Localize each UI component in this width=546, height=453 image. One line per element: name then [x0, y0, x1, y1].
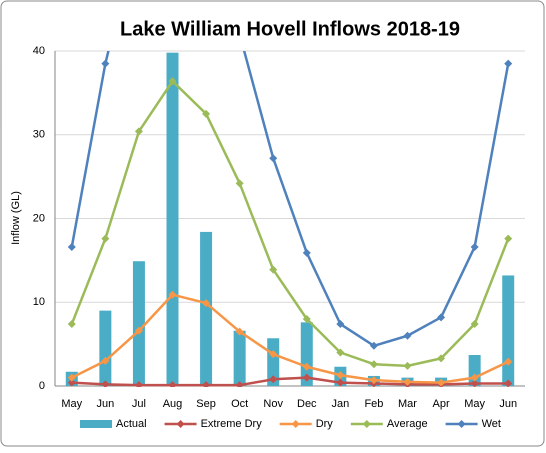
y-tick-label: 10: [33, 296, 45, 308]
marker: [235, 381, 244, 387]
marker: [302, 373, 311, 382]
marker: [504, 379, 513, 387]
marker: [302, 362, 311, 371]
marker: [336, 378, 345, 387]
x-tick-label: Jun: [499, 398, 517, 410]
marker: [101, 356, 110, 365]
marker: [235, 179, 244, 188]
marker: [269, 154, 278, 163]
x-tick-label: May: [61, 398, 82, 410]
x-tick-label: Nov: [263, 398, 283, 410]
bar: [99, 310, 112, 386]
marker: [504, 357, 513, 366]
x-tick-label: Sep: [196, 398, 216, 410]
marker: [134, 326, 143, 335]
marker: [336, 348, 345, 357]
line: [70, 79, 510, 368]
marker: [134, 127, 143, 136]
legend-label: Average: [387, 418, 428, 430]
marker: [403, 361, 412, 370]
marker: [67, 320, 76, 329]
chart-title: Lake William Hovell Inflows 2018-19: [120, 18, 460, 40]
marker: [504, 59, 513, 68]
legend-label: Dry: [316, 418, 334, 430]
marker: [369, 360, 378, 369]
x-tick-label: Dec: [297, 398, 317, 410]
marker: [67, 242, 76, 251]
legend-swatch: [291, 420, 300, 428]
y-axis-label: Inflow (GL): [10, 191, 22, 245]
plot-area: [65, 51, 515, 387]
marker: [437, 313, 446, 322]
marker: [134, 381, 143, 387]
marker: [202, 299, 211, 308]
legend-label: Wet: [482, 418, 501, 430]
x-tick-label: Mar: [398, 398, 417, 410]
legend-swatch: [362, 420, 371, 428]
marker: [470, 373, 479, 382]
x-tick-label: Apr: [433, 398, 450, 410]
bar: [300, 322, 313, 386]
marker: [403, 331, 412, 340]
marker: [369, 341, 378, 350]
marker: [67, 378, 76, 387]
bar: [502, 275, 515, 386]
marker: [302, 248, 311, 257]
bar: [132, 261, 145, 386]
marker: [101, 380, 110, 387]
bar: [200, 231, 213, 386]
legend-swatch: [80, 420, 112, 428]
y-tick-label: 20: [33, 212, 45, 224]
x-tick-label: Jun: [96, 398, 114, 410]
x-tick-label: May: [464, 398, 485, 410]
x-tick-label: Jan: [331, 398, 349, 410]
marker: [369, 376, 378, 385]
marker: [168, 290, 177, 299]
marker: [302, 315, 311, 323]
legend-label: Actual: [116, 418, 147, 430]
marker: [168, 381, 177, 387]
marker: [403, 377, 412, 386]
marker: [504, 234, 513, 243]
marker: [336, 371, 345, 380]
marker: [269, 375, 278, 384]
x-tick-label: Feb: [364, 398, 383, 410]
legend-swatch: [176, 420, 185, 428]
y-tick-label: 0: [39, 380, 45, 392]
x-tick-label: Aug: [163, 398, 183, 410]
marker: [470, 320, 479, 329]
bar: [233, 330, 246, 386]
marker: [202, 381, 211, 387]
marker: [437, 354, 446, 363]
bar: [166, 52, 179, 387]
marker: [470, 242, 479, 251]
marker: [470, 379, 479, 387]
marker: [67, 373, 76, 382]
line: [71, 376, 509, 387]
x-tick-label: Oct: [231, 398, 248, 410]
marker: [437, 378, 446, 387]
marker: [101, 234, 110, 243]
x-tick-label: Jul: [132, 398, 146, 410]
y-tick-label: 30: [33, 129, 45, 141]
marker: [101, 59, 110, 68]
line: [71, 293, 509, 384]
marker: [336, 320, 345, 329]
marker: [168, 77, 177, 86]
marker: [269, 265, 278, 274]
marker: [202, 109, 211, 118]
bar: [267, 338, 280, 386]
line: [70, 51, 510, 348]
marker: [269, 350, 278, 359]
marker: [235, 327, 244, 336]
legend-swatch: [457, 420, 466, 428]
legend-label: Extreme Dry: [201, 418, 263, 430]
y-tick-label: 40: [33, 45, 45, 57]
